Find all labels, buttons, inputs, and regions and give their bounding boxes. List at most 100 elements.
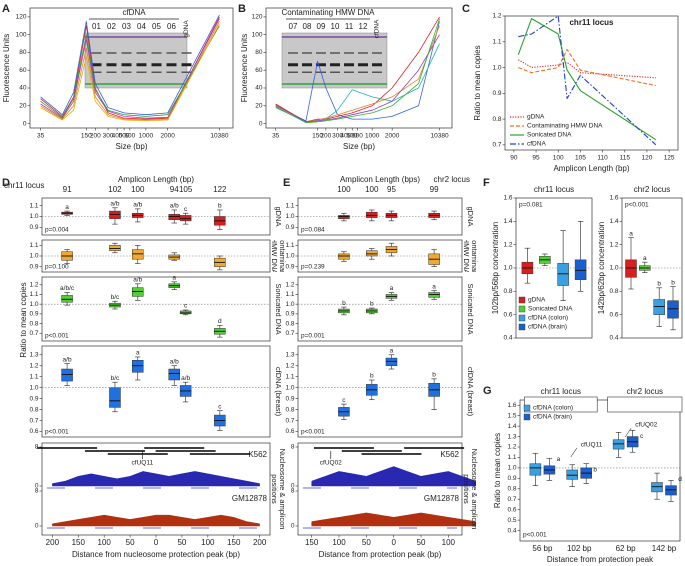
annotation: cfUQ11 xyxy=(132,460,154,467)
track-name: GM12878 xyxy=(424,494,460,503)
box xyxy=(109,245,121,251)
y-tick-label: 1.2 xyxy=(503,241,512,248)
y-tick-label: 0.4 xyxy=(503,335,512,342)
y-axis-title: Fluorescence Units xyxy=(240,34,249,102)
box xyxy=(61,295,73,303)
annotation: cfUQ02 xyxy=(320,460,342,467)
row-name: Contaminant HMW DNA xyxy=(462,240,479,272)
series-line xyxy=(275,25,440,123)
gel-band xyxy=(121,52,132,54)
locus-header: chr2 locus xyxy=(627,387,663,396)
group-letter: b xyxy=(671,279,675,286)
p-value: p<0.001 xyxy=(45,333,69,340)
y-tick-label: 100 xyxy=(16,31,27,38)
gel-extra-lane: gDNA xyxy=(183,20,190,38)
legend-swatch xyxy=(518,305,526,313)
gel-lane-label: 04 xyxy=(137,22,146,31)
box xyxy=(179,215,192,222)
y-tick-label: 0.7 xyxy=(29,330,38,337)
y-tick-label: 0.9 xyxy=(492,90,501,97)
x-tick-label: 400 xyxy=(112,133,123,140)
y-tick-label: 1.3 xyxy=(29,351,38,358)
gel-band xyxy=(91,63,102,67)
group-letter: a/b xyxy=(110,201,119,208)
y-tick-label: 0.7 xyxy=(285,330,294,337)
x-axis-title: Size (bp) xyxy=(343,142,375,151)
gel-lane-label: 10 xyxy=(331,22,340,31)
panel-label: C xyxy=(462,3,470,15)
y-tick-label: 0.9 xyxy=(29,395,38,402)
box xyxy=(557,263,569,286)
y-tick-label: 20 xyxy=(255,102,263,109)
box xyxy=(612,439,625,450)
y-tick-label: 1.4 xyxy=(507,423,516,430)
gel-band xyxy=(302,52,312,54)
x-tick-label: 35 xyxy=(37,133,45,140)
x-tick-label: 400 xyxy=(340,133,351,140)
x-tick-label: 0 xyxy=(391,538,396,547)
row-name-box: Contaminant HMW DNA xyxy=(462,240,479,272)
y-tick-label: 1.2 xyxy=(609,241,618,248)
y-tick-label: 1.0 xyxy=(29,253,38,260)
legend-label: Sonicated DNA xyxy=(527,132,572,139)
y-tick-label: 0 xyxy=(35,483,39,490)
x-tick-label: 150 xyxy=(305,538,319,547)
x-tick-label: 125 xyxy=(664,155,675,162)
y-tick-label: 1.0 xyxy=(285,301,294,308)
y-tick-label: 0 xyxy=(291,483,295,490)
y-tick-label: 0.8 xyxy=(503,288,512,295)
y-tick-label: 0.8 xyxy=(285,406,294,413)
x-tick-label: 102 bp xyxy=(567,544,592,553)
box xyxy=(653,299,665,315)
group-letter: a xyxy=(557,456,561,463)
x-tick-label: 0 xyxy=(154,538,159,547)
box xyxy=(574,259,587,280)
y-tick-label: 0 xyxy=(291,523,295,530)
series-line xyxy=(275,21,440,122)
gel-lane-label: 07 xyxy=(289,22,298,31)
gel-band xyxy=(136,63,147,67)
x-tick-label: 150 xyxy=(312,133,323,140)
x-tick-label: 115 xyxy=(620,155,631,162)
y-tick-label: 1.0 xyxy=(285,213,294,220)
y-tick-label: 0.7 xyxy=(507,496,516,503)
y-tick-label: 60 xyxy=(255,67,263,74)
subplot-title: chr2 locus xyxy=(634,185,670,194)
box xyxy=(667,300,679,319)
p-value: p<0.001 xyxy=(523,532,547,539)
y-tick-label: 1.2 xyxy=(492,13,501,20)
row-name: cfDNA (breast) xyxy=(273,366,283,417)
box xyxy=(109,210,121,219)
occupancy-area xyxy=(52,471,260,487)
box xyxy=(665,485,677,496)
series-line xyxy=(40,21,220,121)
category-label: 91 xyxy=(63,185,72,194)
chart-title: chr11 locus xyxy=(569,18,614,27)
x-tick-label: 142 bp xyxy=(652,544,677,553)
x-tick-label: 10380 xyxy=(431,133,449,140)
y-tick-label: 40 xyxy=(255,85,263,92)
group-letter: b xyxy=(370,301,374,308)
gel-title: Contaminating HMW DNA xyxy=(282,8,376,17)
x-tick-label: 1000 xyxy=(139,133,154,140)
y-tick-label: 0.6 xyxy=(609,311,618,318)
x-tick-label: 110 xyxy=(597,155,608,162)
y-tick-label: 1.1 xyxy=(29,291,38,298)
locus-label: chr11 locus xyxy=(4,181,44,190)
row-name: Contaminant HMW DNA xyxy=(270,240,287,272)
track-axis-title: Nucleosome & amplicon positions xyxy=(270,448,287,530)
y-tick-label: 1.0 xyxy=(29,384,38,391)
y-axis-title: Ratio to mean copies xyxy=(493,433,502,508)
y-axis-title: 142bp/62bp concentration xyxy=(597,222,606,315)
gel-extra-lane: cfDNA xyxy=(374,19,381,38)
x-tick-label: 150 xyxy=(227,538,241,547)
category-label: 95 xyxy=(387,185,396,194)
gel-band xyxy=(288,63,298,67)
p-value: p<0.001 xyxy=(45,429,69,436)
locus-box xyxy=(524,396,598,413)
x-tick-label: 100 xyxy=(332,538,346,547)
legend-swatch xyxy=(518,314,526,322)
gel-title: cfDNA xyxy=(122,8,146,17)
category-label: 102 xyxy=(108,185,122,194)
gel-band xyxy=(316,52,326,54)
